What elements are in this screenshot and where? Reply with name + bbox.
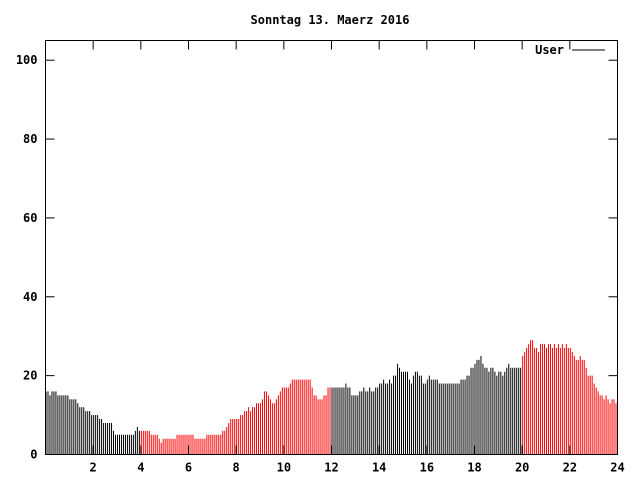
x-tick-label: 24 bbox=[610, 461, 624, 475]
x-tick-label: 14 bbox=[372, 461, 386, 475]
x-tick-label: 12 bbox=[324, 461, 338, 475]
x-tick-label: 6 bbox=[185, 461, 192, 475]
y-tick-label: 0 bbox=[30, 448, 37, 462]
x-tick-label: 2 bbox=[90, 461, 97, 475]
x-tick-label: 4 bbox=[137, 461, 144, 475]
x-tick-label: 20 bbox=[515, 461, 529, 475]
x-tick-label: 22 bbox=[563, 461, 577, 475]
x-tick-label: 10 bbox=[277, 461, 291, 475]
y-tick-label: 60 bbox=[23, 211, 37, 225]
y-tick-label: 20 bbox=[23, 369, 37, 383]
x-tick-label: 18 bbox=[467, 461, 481, 475]
y-tick-label: 80 bbox=[23, 132, 37, 146]
legend-label-user: User bbox=[535, 43, 564, 57]
x-tick-label: 16 bbox=[420, 461, 434, 475]
chart-title: Sonntag 13. Maerz 2016 bbox=[251, 13, 410, 27]
y-tick-label: 100 bbox=[16, 53, 38, 67]
legend: User bbox=[535, 43, 605, 57]
y-tick-label: 40 bbox=[23, 290, 37, 304]
bars bbox=[45, 340, 617, 455]
x-tick-label: 8 bbox=[233, 461, 240, 475]
